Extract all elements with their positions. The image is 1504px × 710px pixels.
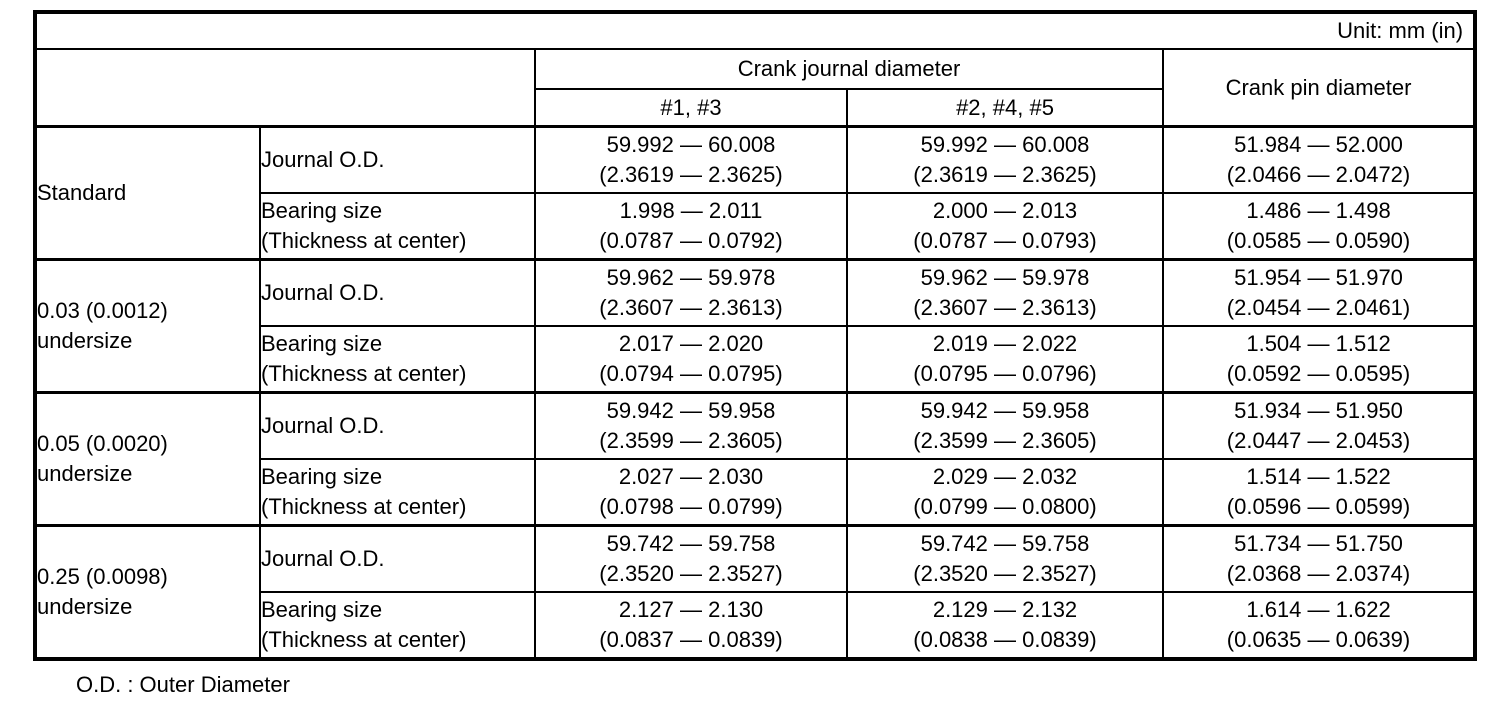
header-row-journals: #1, #3 #2, #4, #5 <box>35 88 1475 128</box>
value-standard-journal-od-2-4-5: 59.992 — 60.008 (2.3619 — 2.3625) <box>846 125 1164 194</box>
value-025-journal-od-pin: 51.734 — 51.750 (2.0368 — 2.0374) <box>1161 524 1477 593</box>
row-label-bearing-size: Bearing size (Thickness at center) <box>259 591 536 660</box>
value-025-journal-od-1-3: 59.742 — 59.758 (2.3520 — 2.3527) <box>534 524 848 593</box>
row-label-bearing-size: Bearing size (Thickness at center) <box>259 458 536 527</box>
value-025-journal-od-2-4-5: 59.742 — 59.758 (2.3520 — 2.3527) <box>846 524 1164 593</box>
size-label-005-undersize: 0.05 (0.0020) undersize <box>34 391 261 527</box>
header-crank-journal-diameter: Crank journal diameter <box>534 48 1164 90</box>
size-label-003-undersize: 0.03 (0.0012) undersize <box>34 258 261 394</box>
unit-label: Unit: mm (in) <box>33 11 1477 50</box>
value-005-journal-od-pin: 51.934 — 51.950 (2.0447 — 2.0453) <box>1161 391 1477 460</box>
row-label-journal-od: Journal O.D. <box>259 125 536 194</box>
value-003-journal-od-pin: 51.954 — 51.970 (2.0454 — 2.0461) <box>1161 258 1477 327</box>
table-row: 0.03 (0.0012) undersize Journal O.D. 59.… <box>34 258 1477 394</box>
header-blank-cell <box>34 48 536 128</box>
table-row: Standard Journal O.D. 59.992 — 60.008 (2… <box>34 125 1477 261</box>
row-label-journal-od: Journal O.D. <box>259 391 536 460</box>
header-journal-2-4-5: #2, #4, #5 <box>846 88 1164 128</box>
value-standard-journal-od-1-3: 59.992 — 60.008 (2.3619 — 2.3625) <box>534 125 848 194</box>
value-003-bearing-1-3: 2.017 — 2.020 (0.0794 — 0.0795) <box>534 325 848 394</box>
value-005-bearing-1-3: 2.027 — 2.030 (0.0798 — 0.0799) <box>534 458 848 527</box>
unit-row: Unit: mm (in) <box>33 11 1477 50</box>
value-003-journal-od-1-3: 59.962 — 59.978 (2.3607 — 2.3613) <box>534 258 848 327</box>
table-row: Bearing size (Thickness at center) 2.127… <box>35 591 1477 660</box>
value-standard-bearing-1-3: 1.998 — 2.011 (0.0787 — 0.0792) <box>534 192 848 261</box>
value-005-bearing-pin: 1.514 — 1.522 (0.0596 — 0.0599) <box>1161 458 1477 527</box>
value-003-bearing-pin: 1.504 — 1.512 (0.0592 — 0.0595) <box>1161 325 1477 394</box>
crankshaft-spec-table: Unit: mm (in) Crank journal diameter Cra… <box>33 10 1478 661</box>
table-row: Bearing size (Thickness at center) 1.998… <box>35 192 1477 261</box>
size-label-standard: Standard <box>34 125 261 261</box>
value-005-journal-od-1-3: 59.942 — 59.958 (2.3599 — 2.3605) <box>534 391 848 460</box>
footnote-od-definition: O.D. : Outer Diameter <box>76 672 290 697</box>
value-standard-journal-od-pin: 51.984 — 52.000 (2.0466 — 2.0472) <box>1161 125 1477 194</box>
value-standard-bearing-2-4-5: 2.000 — 2.013 (0.0787 — 0.0793) <box>846 192 1164 261</box>
row-label-journal-od: Journal O.D. <box>259 524 536 593</box>
value-standard-bearing-pin: 1.486 — 1.498 (0.0585 — 0.0590) <box>1161 192 1477 261</box>
table-row: Bearing size (Thickness at center) 2.027… <box>35 458 1477 527</box>
header-crank-pin-diameter: Crank pin diameter <box>1161 48 1477 128</box>
value-003-bearing-2-4-5: 2.019 — 2.022 (0.0795 — 0.0796) <box>846 325 1164 394</box>
value-025-bearing-2-4-5: 2.129 — 2.132 (0.0838 — 0.0839) <box>846 591 1164 660</box>
value-005-journal-od-2-4-5: 59.942 — 59.958 (2.3599 — 2.3605) <box>846 391 1164 460</box>
row-label-bearing-size: Bearing size (Thickness at center) <box>259 192 536 261</box>
size-label-025-undersize: 0.25 (0.0098) undersize <box>34 524 261 660</box>
table-row: Bearing size (Thickness at center) 2.017… <box>35 325 1477 394</box>
row-label-journal-od: Journal O.D. <box>259 258 536 327</box>
value-003-journal-od-2-4-5: 59.962 — 59.978 (2.3607 — 2.3613) <box>846 258 1164 327</box>
value-025-bearing-pin: 1.614 — 1.622 (0.0635 — 0.0639) <box>1161 591 1477 660</box>
table-row: 0.05 (0.0020) undersize Journal O.D. 59.… <box>34 391 1477 527</box>
row-label-bearing-size: Bearing size (Thickness at center) <box>259 325 536 394</box>
value-025-bearing-1-3: 2.127 — 2.130 (0.0837 — 0.0839) <box>534 591 848 660</box>
header-journal-1-3: #1, #3 <box>534 88 848 128</box>
header-row-group: Crank journal diameter Crank pin diamete… <box>34 48 1477 128</box>
table-row: 0.25 (0.0098) undersize Journal O.D. 59.… <box>34 524 1477 660</box>
value-005-bearing-2-4-5: 2.029 — 2.032 (0.0799 — 0.0800) <box>846 458 1164 527</box>
